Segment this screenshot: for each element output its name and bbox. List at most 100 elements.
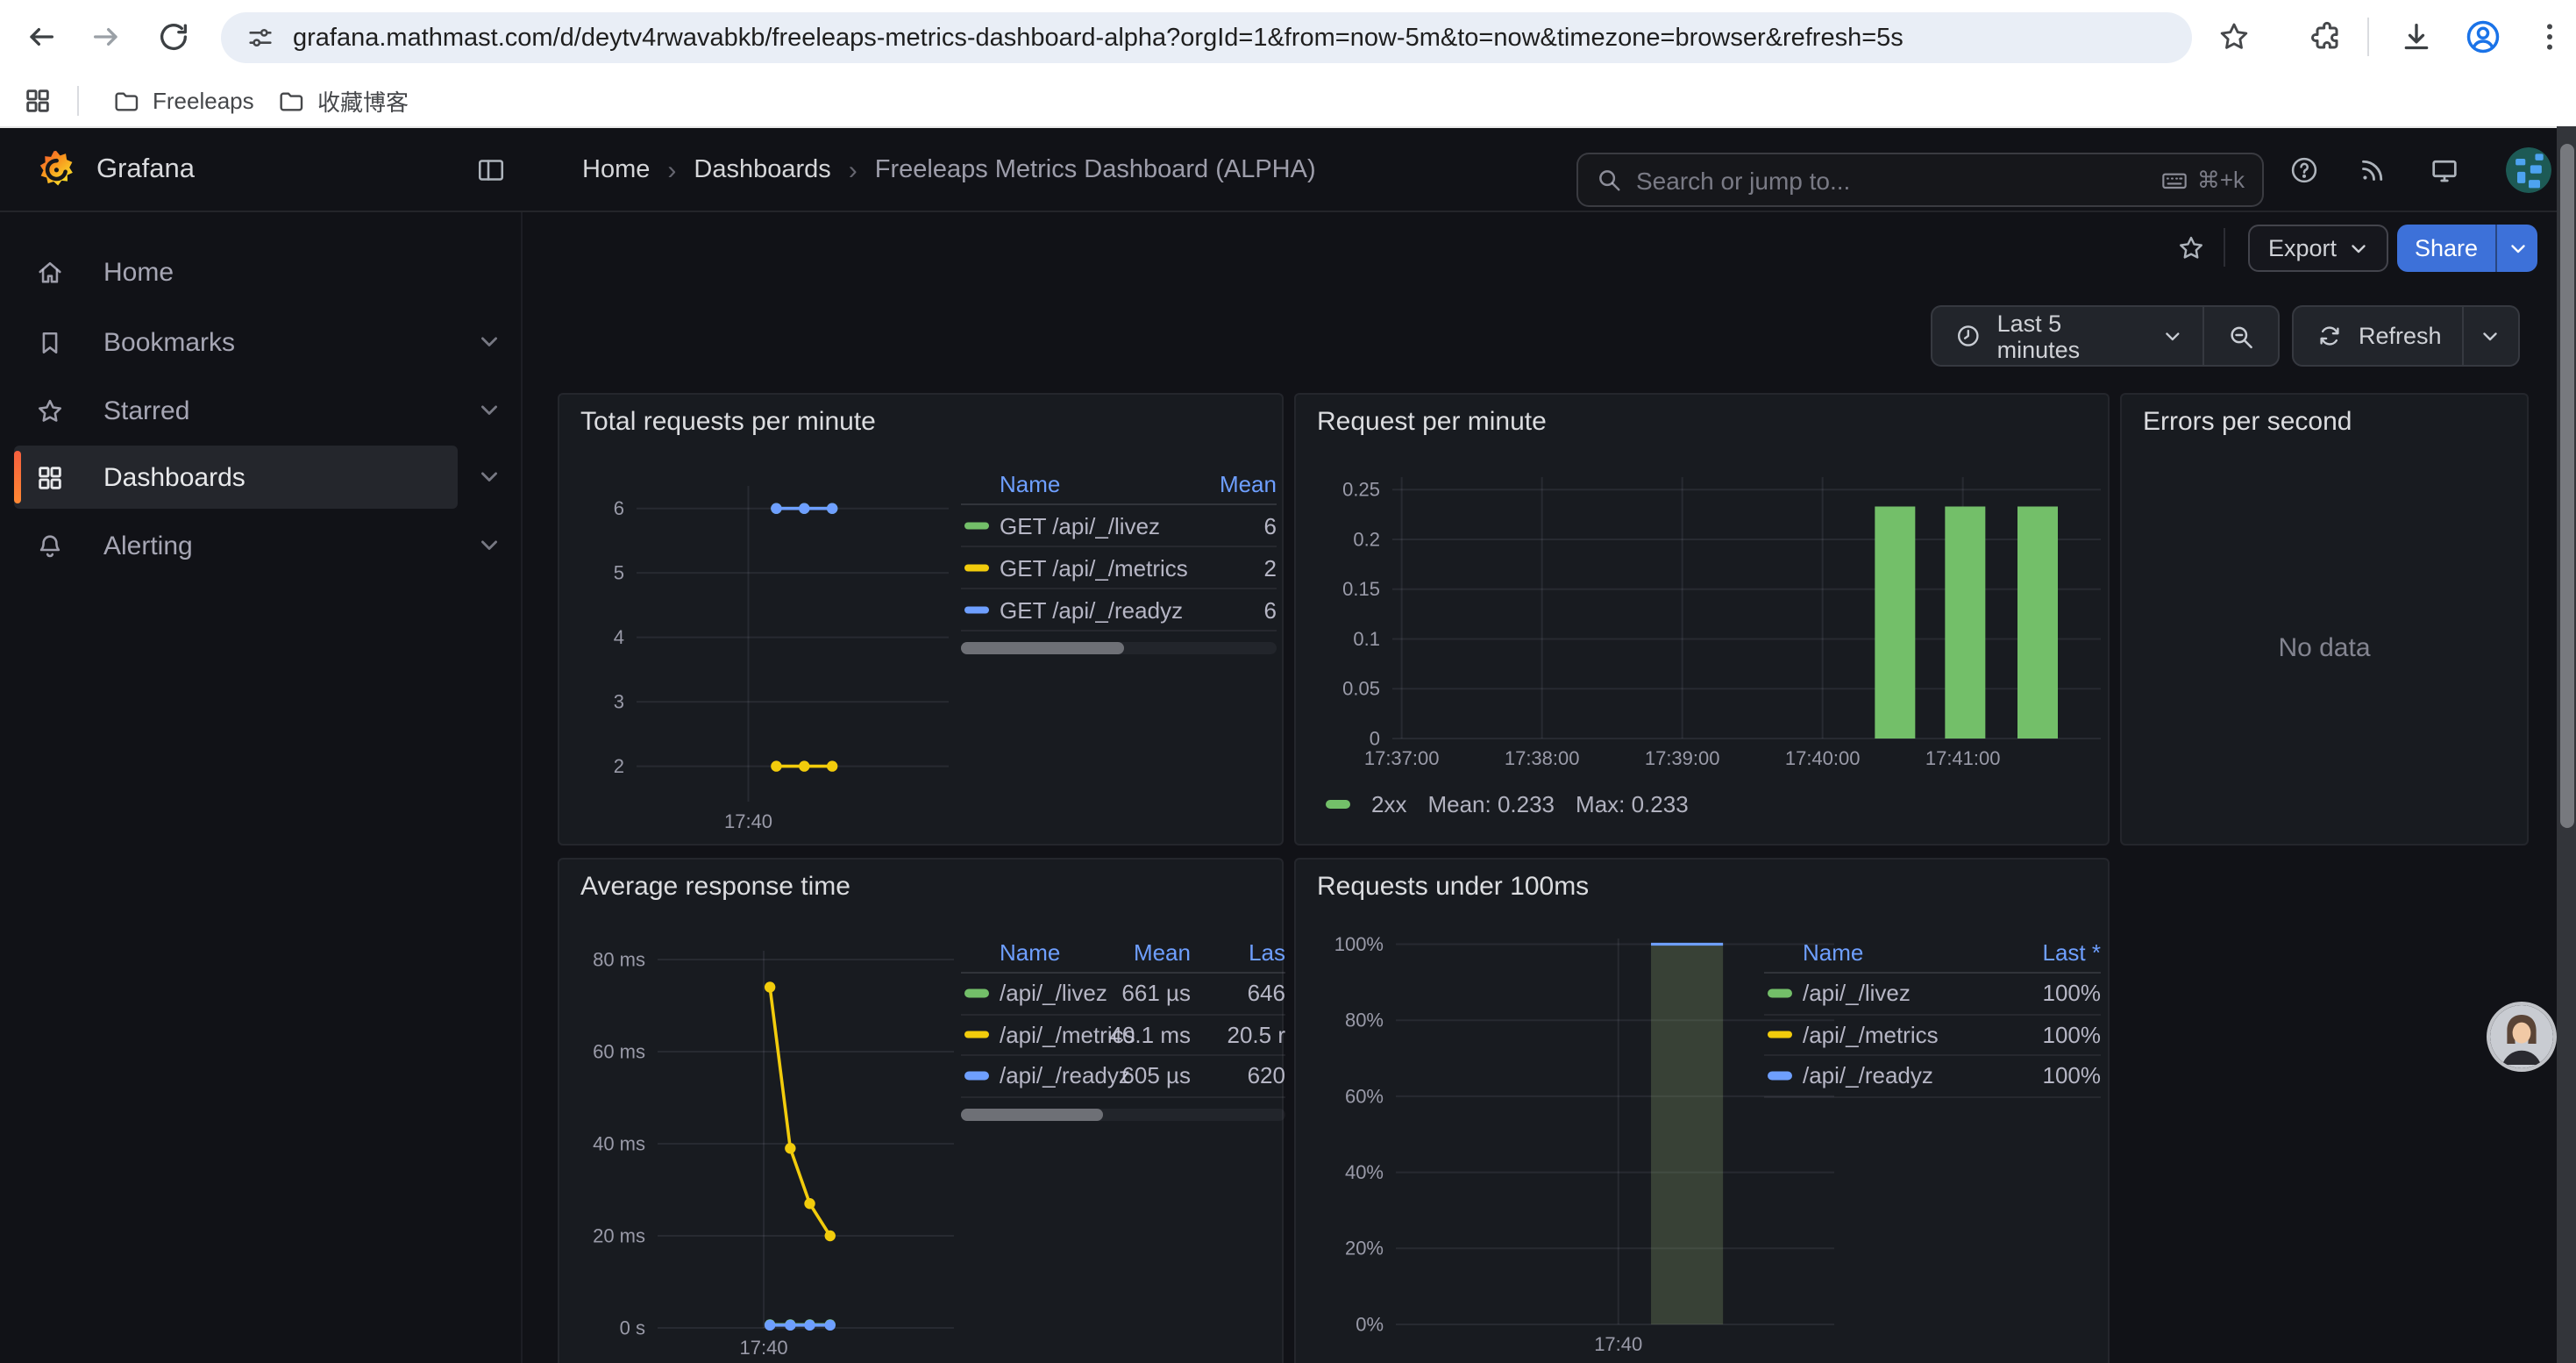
breadcrumb-link[interactable]: Home [582, 156, 651, 184]
bookmark-star-icon[interactable] [2217, 19, 2252, 54]
svg-text:2: 2 [614, 755, 624, 777]
user-avatar[interactable] [2506, 147, 2551, 193]
panel-errors-per-second[interactable]: Errors per second No data [2120, 393, 2529, 846]
chevron-down-icon[interactable] [477, 398, 502, 423]
legend-row[interactable]: GET /api/_/livez 6 [961, 505, 1277, 547]
legend-row[interactable]: /api/_/livez 100% [1764, 974, 2101, 1015]
download-icon[interactable] [2399, 19, 2434, 54]
panel-title[interactable]: Total requests per minute [580, 407, 876, 437]
svg-text:0: 0 [1370, 727, 1380, 749]
sidebar-item-label: Alerting [103, 531, 193, 560]
series-name[interactable]: /api/_/livez [1000, 980, 1107, 1007]
series-color-pill [964, 1031, 989, 1038]
chevron-down-icon[interactable] [477, 465, 502, 489]
panel-title[interactable]: Errors per second [2143, 407, 2352, 437]
chevron-down-icon[interactable] [477, 533, 502, 558]
series-name[interactable]: /api/_/readyz [1000, 1062, 1130, 1089]
clock-icon [1955, 323, 1982, 349]
sidebar-item-home[interactable]: Home [14, 240, 458, 303]
sidebar: Home Bookmarks Starred Dashboards Alerting [0, 212, 523, 1363]
series-name[interactable]: GET /api/_/livez [1000, 512, 1161, 539]
legend-row[interactable]: /api/_/metrics 40.1 ms 20.5 r [961, 1015, 1285, 1056]
series-name[interactable]: 2xx [1371, 791, 1407, 817]
folder-icon [112, 87, 140, 115]
search-input[interactable] [1636, 166, 2160, 194]
bookmark-folder[interactable]: Freeleaps [102, 81, 265, 121]
series-name[interactable]: /api/_/metrics [1000, 1021, 1135, 1048]
legend-row[interactable]: GET /api/_/readyz 6 [961, 589, 1277, 632]
panel-title[interactable]: Average response time [580, 872, 850, 902]
grafana-logo-icon[interactable] [33, 147, 79, 193]
legend-row[interactable]: /api/_/livez 661 µs 646 [961, 974, 1285, 1015]
search-box[interactable]: ⌘+k [1576, 153, 2264, 207]
chevron-down-icon[interactable] [477, 330, 502, 354]
folder-icon [277, 87, 305, 115]
legend-row[interactable]: GET /api/_/metrics 2 [961, 547, 1277, 589]
legend-row[interactable]: /api/_/readyz 605 µs 620 [961, 1056, 1285, 1097]
profile-icon[interactable] [2464, 18, 2502, 56]
chevron-down-icon[interactable] [2480, 325, 2501, 346]
zoom-out-icon[interactable] [2227, 322, 2255, 350]
export-button[interactable]: Export [2248, 225, 2388, 272]
series-name[interactable]: /api/_/metrics [1803, 1021, 1939, 1048]
series-name[interactable]: GET /api/_/readyz [1000, 596, 1184, 623]
favorite-star-icon[interactable] [2176, 233, 2206, 263]
series-name[interactable]: /api/_/readyz [1803, 1062, 1933, 1089]
panel-requests-under-100ms[interactable]: Requests under 100ms 100% 80% 60% 40% 20% 0% 1… [1294, 858, 2110, 1363]
assistant-avatar[interactable] [2490, 1005, 2553, 1068]
panel-request-per-minute[interactable]: Request per minute 0.25 0.2 0.15 0.1 0.05 0 17… [1294, 393, 2110, 846]
chevron-down-icon [2347, 238, 2368, 259]
breadcrumb-link[interactable]: Dashboards [694, 156, 831, 184]
sidebar-item-starred[interactable]: Starred [14, 379, 458, 442]
series-name[interactable]: /api/_/livez [1803, 980, 1911, 1007]
refresh-label[interactable]: Refresh [2359, 323, 2442, 349]
divider [2202, 307, 2205, 365]
sidebar-item-alerting[interactable]: Alerting [14, 514, 458, 577]
legend-row[interactable]: /api/_/metrics 100% [1764, 1015, 2101, 1056]
panel-title[interactable]: Request per minute [1317, 407, 1547, 437]
legend-scrollbar[interactable] [961, 1108, 1285, 1120]
share-dropdown[interactable] [2495, 225, 2538, 272]
sidebar-item-dashboards[interactable]: Dashboards [14, 446, 458, 509]
series-color-pill [1768, 989, 1792, 997]
svg-text:20 ms: 20 ms [593, 1224, 645, 1246]
legend-scrollbar-thumb[interactable] [961, 1108, 1103, 1120]
bookmark-folder[interactable]: 收藏博客 [267, 81, 419, 121]
time-range-label[interactable]: Last 5 minutes [1996, 310, 2081, 362]
site-info-icon[interactable] [246, 23, 275, 53]
sidebar-item-bookmarks[interactable]: Bookmarks [14, 310, 458, 374]
legend-inline[interactable]: 2xx Mean: 0.233 Max: 0.233 [1326, 791, 1689, 817]
forward-icon[interactable] [89, 19, 125, 54]
legend-scrollbar[interactable] [961, 642, 1277, 654]
page-scrollbar[interactable] [2557, 126, 2576, 1363]
svg-text:80%: 80% [1345, 1010, 1384, 1031]
url-text: grafana.mathmast.com/d/deytv4rwavabkb/fr… [293, 24, 1904, 52]
refresh-icon[interactable] [2316, 323, 2343, 349]
legend-row[interactable]: /api/_/readyz 100% [1764, 1056, 2101, 1097]
legend-scrollbar-thumb[interactable] [961, 642, 1124, 654]
breadcrumb-separator: › [848, 155, 857, 185]
news-rss-icon[interactable] [2357, 154, 2388, 186]
series-name[interactable]: GET /api/_/metrics [1000, 554, 1188, 581]
apps-shortcut-icon[interactable] [23, 86, 53, 116]
panel-title[interactable]: Requests under 100ms [1317, 872, 1590, 902]
series-value: 100% [2042, 1021, 2102, 1048]
dash-toolbar-divider [2224, 228, 2225, 267]
panel-avg-response-time[interactable]: Average response time 80 ms 60 ms 40 ms 20 … [558, 858, 1285, 1363]
series-value: 20.5 r [1227, 1021, 1286, 1048]
extensions-icon[interactable] [2309, 19, 2345, 54]
sidebar-collapse-icon[interactable] [475, 154, 507, 186]
breadcrumb-current: Freeleaps Metrics Dashboard (ALPHA) [874, 156, 1316, 184]
help-icon[interactable] [2288, 154, 2320, 186]
series-color-pill [964, 521, 989, 530]
svg-text:80 ms: 80 ms [593, 948, 645, 970]
back-icon[interactable] [23, 19, 58, 54]
share-label[interactable]: Share [2397, 225, 2496, 272]
scrollbar-thumb[interactable] [2559, 144, 2573, 828]
menu-dots-icon[interactable] [2532, 19, 2567, 54]
panel-total-requests[interactable]: Total requests per minute 6 5 4 3 2 17:40 Nam… [558, 393, 1284, 846]
monitor-icon[interactable] [2429, 154, 2460, 186]
reload-icon[interactable] [156, 19, 191, 54]
url-bar[interactable]: grafana.mathmast.com/d/deytv4rwavabkb/fr… [221, 12, 2192, 63]
share-button[interactable]: Share [2397, 225, 2538, 272]
